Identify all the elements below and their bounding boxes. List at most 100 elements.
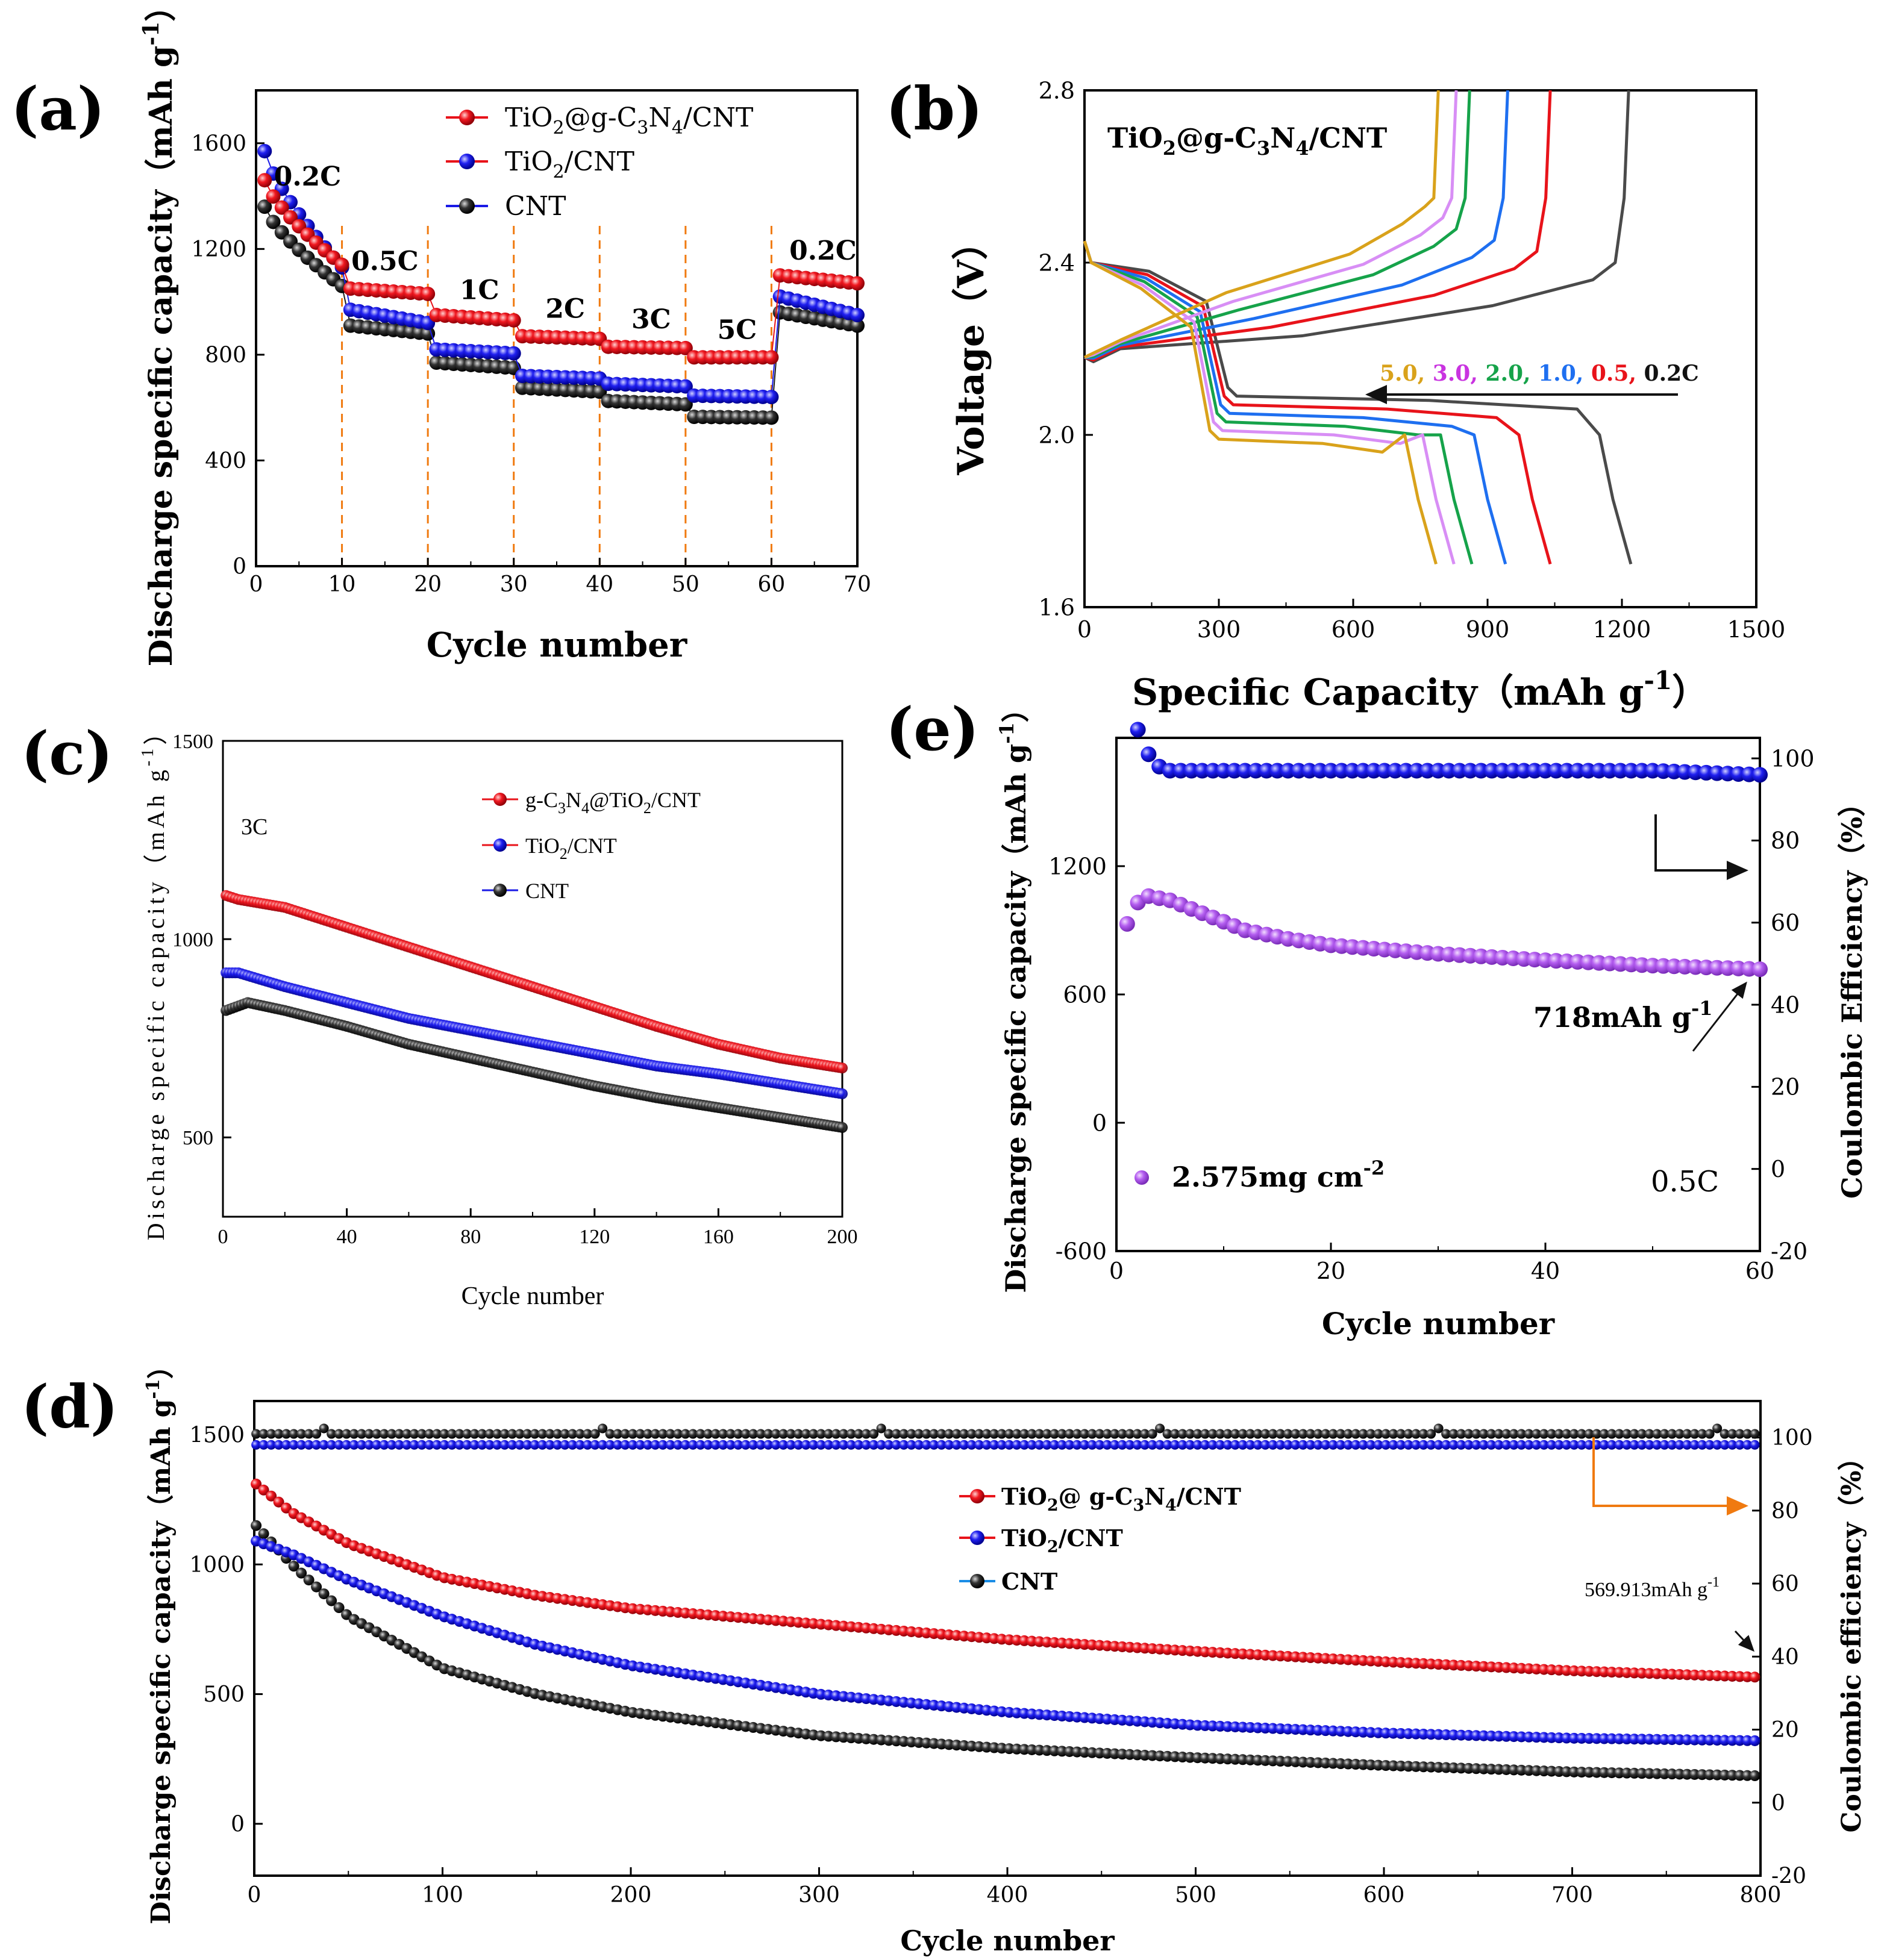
d-ce-blue-point-5 <box>258 1440 269 1450</box>
d-ce-black-point-245 <box>710 1429 721 1439</box>
d-ce-black-point-301 <box>816 1429 826 1439</box>
d-ce-black-point-189 <box>605 1429 615 1439</box>
d-point-black-757 <box>1674 1768 1685 1780</box>
d-ce-blue-point-717 <box>1599 1440 1609 1450</box>
legend-a-marker-0 <box>459 110 475 125</box>
d-ce-blue-point-737 <box>1637 1440 1647 1450</box>
d-point-blue-657 <box>1486 1731 1497 1742</box>
d-ce-black-point-61 <box>364 1429 374 1439</box>
d-point-black-33 <box>311 1581 322 1593</box>
d-ce-blue-point-381 <box>966 1440 977 1450</box>
d-ce-black-point-593 <box>1366 1429 1376 1439</box>
d-point-blue-793 <box>1742 1735 1753 1746</box>
d-ce-blue-point-49 <box>342 1440 352 1450</box>
d-xtick-label-0: 0 <box>248 1883 261 1908</box>
e-ce-point-18 <box>1301 763 1318 779</box>
d-ce-blue-point-109 <box>454 1440 465 1450</box>
d-ce-black-point-789 <box>1735 1429 1745 1439</box>
d-point-blue-701 <box>1568 1732 1580 1744</box>
panel-c-annotation: 3C <box>241 814 268 840</box>
d-ce-blue-point-497 <box>1185 1440 1195 1450</box>
d-ce-black-point-121 <box>477 1429 487 1439</box>
d-ce-blue-point-541 <box>1268 1440 1278 1450</box>
d-ce-blue-point-729 <box>1622 1440 1632 1450</box>
panel-b-label: (b) <box>886 75 983 144</box>
d-ce-blue-point-321 <box>854 1440 864 1450</box>
panel-a-ylabel: Discharge specific capacity（mAh g-1） <box>139 0 180 666</box>
d-ce-black-point-737 <box>1637 1429 1647 1439</box>
d-ce-blue-point-281 <box>778 1440 789 1450</box>
d-ce-blue-point-513 <box>1215 1440 1225 1450</box>
d-ce-black-point-341 <box>891 1429 901 1439</box>
d-ce-black-point-461 <box>1117 1429 1127 1439</box>
d-ce-blue-point-221 <box>665 1440 675 1450</box>
e-ce-point-14 <box>1259 763 1275 779</box>
d-ce-black-point-265 <box>748 1429 759 1439</box>
d-ce-blue-point-705 <box>1577 1440 1587 1450</box>
d-ce-black-point-565 <box>1313 1429 1323 1439</box>
d-ce-blue-point-629 <box>1433 1440 1444 1450</box>
d-ce-blue-point-141 <box>515 1440 525 1450</box>
d-ce-blue-point-649 <box>1471 1440 1482 1450</box>
d-ce-blue-point-177 <box>583 1440 593 1450</box>
d-ce-blue-point-501 <box>1192 1440 1203 1450</box>
d-ce-black-point-353 <box>914 1429 924 1439</box>
a-point-red-0 <box>257 173 272 188</box>
a-point-red-9 <box>334 257 349 272</box>
d-ce-black-point-473 <box>1140 1429 1150 1439</box>
d-point-blue-665 <box>1501 1731 1512 1742</box>
d-ce-blue-point-585 <box>1351 1440 1361 1450</box>
d-y2tick-label-0: -20 <box>1771 1864 1806 1889</box>
e-ce-point-41 <box>1548 763 1564 779</box>
d-ce-blue-point-753 <box>1667 1440 1677 1450</box>
d-ce-black-point-553 <box>1291 1429 1301 1439</box>
d-ce-blue-point-105 <box>447 1440 457 1450</box>
e-ce-point-10 <box>1216 763 1231 779</box>
d-point-blue-609 <box>1395 1727 1407 1739</box>
d-ce-black-point-625 <box>1426 1429 1436 1439</box>
d-ce-blue-point-689 <box>1547 1440 1557 1450</box>
d-ce-black-point-601 <box>1381 1429 1391 1439</box>
d-ce-blue-point-393 <box>989 1440 1000 1450</box>
d-point-red-1 <box>251 1478 262 1490</box>
d-ce-black-point-525 <box>1238 1429 1248 1439</box>
d-point-black-21 <box>288 1561 299 1572</box>
d-point-blue-769 <box>1697 1734 1708 1746</box>
d-ce-blue-point-413 <box>1027 1440 1037 1450</box>
d-point-blue-677 <box>1523 1731 1535 1743</box>
d-point-blue-725 <box>1613 1733 1625 1744</box>
d-ce-black-point-89 <box>417 1429 427 1439</box>
d-ce-blue-point-345 <box>899 1440 909 1450</box>
d-point-blue-717 <box>1598 1733 1610 1744</box>
panel-e-y2label: Coulombic Efficiency（%） <box>1836 789 1868 1199</box>
e-ce-point-28 <box>1409 763 1425 779</box>
e-ce-point-40 <box>1538 763 1553 779</box>
d-xtick-label-2: 200 <box>610 1883 652 1908</box>
d-ce-black-point-649 <box>1471 1429 1482 1439</box>
panel-b-frame <box>1083 89 1757 608</box>
d-ce-black-point-149 <box>530 1429 540 1439</box>
d-ce-black-point-433 <box>1065 1429 1075 1439</box>
a-ytick-label-1: 400 <box>205 449 246 473</box>
d-point-blue-633 <box>1441 1729 1452 1741</box>
d-xtick-label-1: 100 <box>422 1883 463 1908</box>
d-ce-blue-point-1 <box>251 1440 261 1450</box>
d-ce-blue-point-677 <box>1524 1440 1534 1450</box>
a-point-red-1 <box>266 189 281 204</box>
d-ce-black-point-493 <box>1177 1429 1188 1439</box>
d-ce-blue-point-153 <box>537 1440 548 1450</box>
d-ce-black-point-725 <box>1614 1429 1624 1439</box>
d-ce-blue-point-365 <box>936 1440 947 1450</box>
legend-c-item-1: TiO2/CNT <box>482 834 617 863</box>
d-point-black-25 <box>296 1567 307 1579</box>
e-ce-point-29 <box>1419 763 1436 779</box>
e-capacity-point-60 <box>1752 961 1768 978</box>
d-ce-blue-point-189 <box>605 1440 615 1450</box>
d-ce-blue-point-625 <box>1426 1440 1436 1450</box>
e-ce-point-36 <box>1494 763 1510 779</box>
legend-a-text-1: TiO2/CNT <box>505 146 634 183</box>
d-ce-blue-point-217 <box>658 1440 668 1450</box>
d-ce-black-point-217 <box>658 1429 668 1439</box>
d-ce-black-point-489 <box>1170 1429 1180 1439</box>
d-point-black-721 <box>1606 1767 1618 1779</box>
